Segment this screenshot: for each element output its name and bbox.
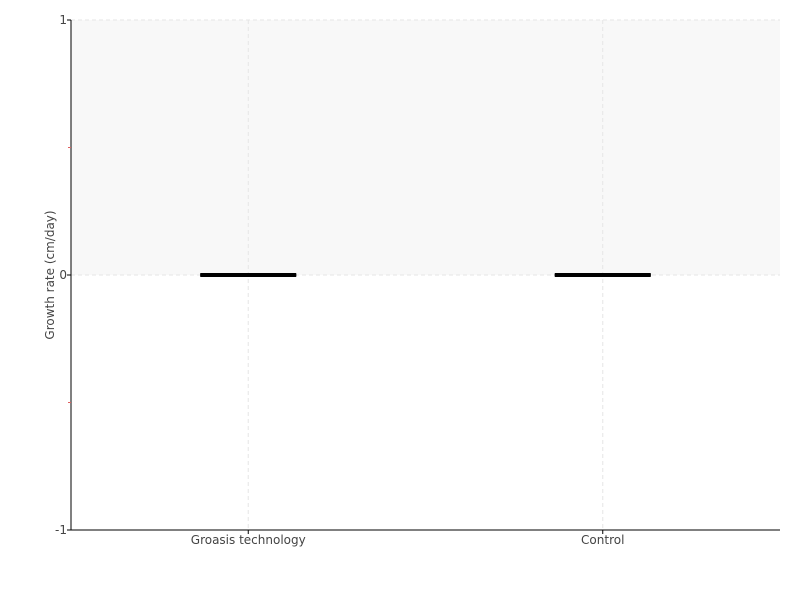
y-tick-label: 0 [59,268,67,282]
x-tick-label: Groasis technology [191,533,306,547]
y-axis-label: Growth rate (cm/day) [43,210,57,339]
axis-ticks: -1 0 1 Groasis technology Control [55,13,624,547]
x-tick-label: Control [581,533,624,547]
shaded-band [71,20,780,275]
y-tick-label: 1 [59,13,67,27]
y-tick-label: -1 [55,523,67,537]
boxes [200,273,651,277]
